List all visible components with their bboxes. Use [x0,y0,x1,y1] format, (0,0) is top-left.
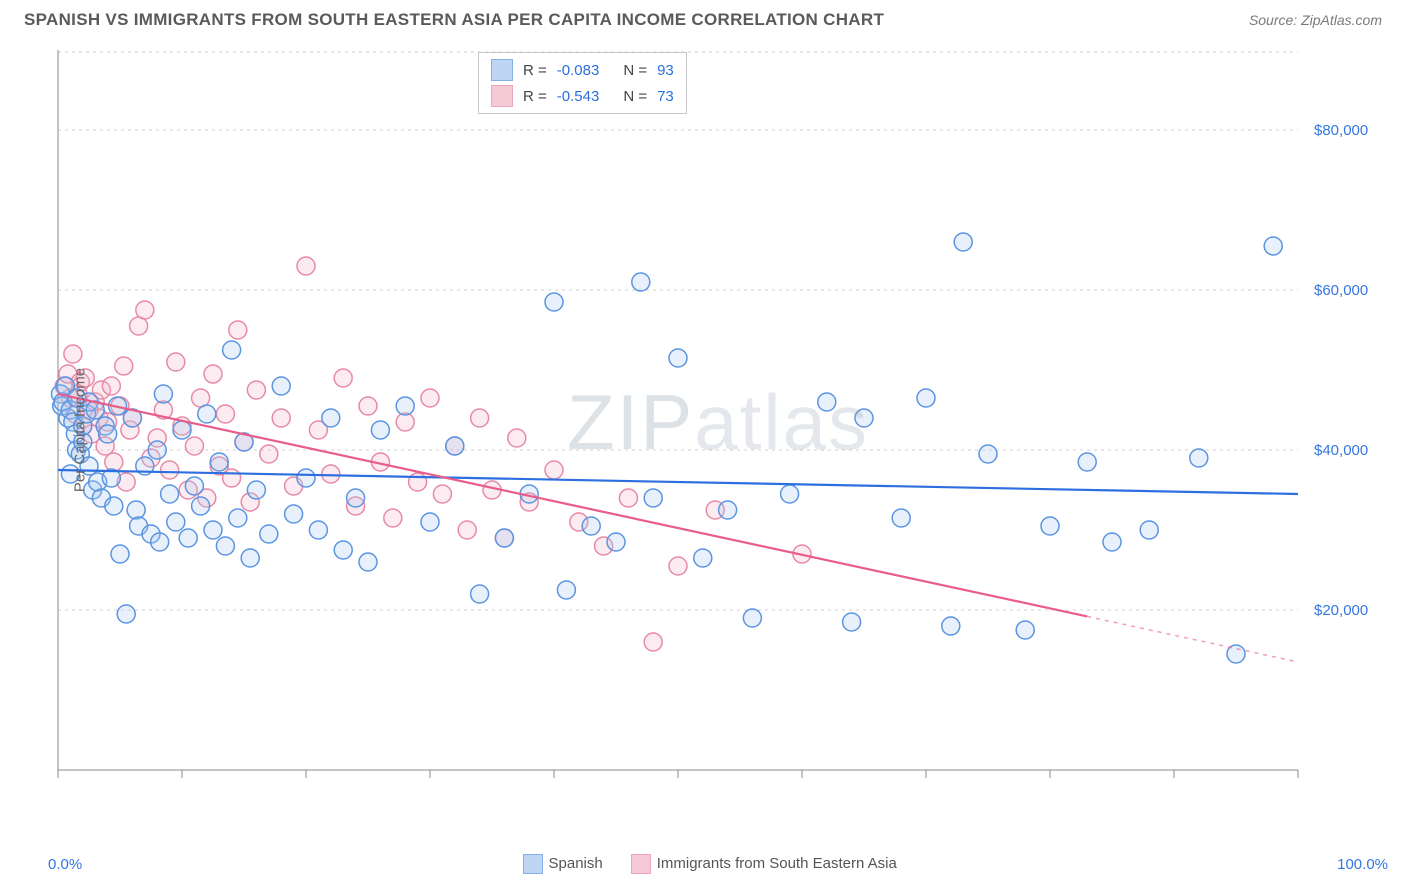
stats-row: R = -0.543N = 73 [491,83,674,109]
x-axis-min-label: 0.0% [48,856,82,873]
stats-row: R = -0.083N = 93 [491,57,674,83]
plot-area: Per Capita Income $20,000$40,000$60,000$… [48,50,1388,810]
y-axis-label: Per Capita Income [72,368,89,492]
source-label: Source: ZipAtlas.com [1249,12,1382,28]
x-axis-footer: 0.0% Spanish Immigrants from South Easter… [48,854,1388,874]
legend-item: Immigrants from South Eastern Asia [631,854,897,874]
x-axis-max-label: 100.0% [1337,856,1388,873]
svg-text:$40,000: $40,000 [1314,442,1368,459]
legend-item: Spanish [523,854,603,874]
svg-text:$80,000: $80,000 [1314,122,1368,139]
stats-legend: R = -0.083N = 93R = -0.543N = 73 [478,52,687,114]
correlation-chart: $20,000 $40,000 $60,000 $80,000 [48,50,1388,810]
svg-text:$20,000: $20,000 [1314,602,1368,619]
svg-text:$60,000: $60,000 [1314,282,1368,299]
series-legend: Spanish Immigrants from South Eastern Asi… [523,854,897,874]
chart-title: SPANISH VS IMMIGRANTS FROM SOUTH EASTERN… [24,10,884,30]
